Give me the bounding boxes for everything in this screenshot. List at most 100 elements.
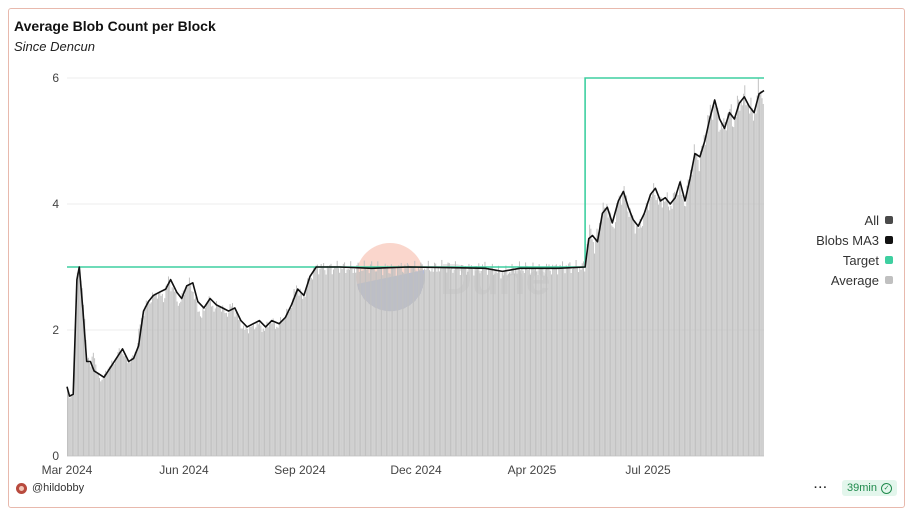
bar-average bbox=[613, 228, 615, 456]
legend-item-average[interactable]: Average bbox=[816, 270, 893, 290]
refresh-badge[interactable]: 39min ✓ bbox=[842, 480, 897, 496]
bar-average bbox=[456, 267, 458, 456]
bar-average bbox=[94, 358, 96, 456]
bar-average bbox=[643, 214, 645, 456]
bar-average bbox=[337, 268, 339, 456]
bar-average bbox=[151, 292, 153, 456]
bar-average bbox=[318, 274, 320, 456]
bar-average bbox=[437, 267, 439, 456]
bar-average bbox=[204, 307, 206, 456]
bar-average bbox=[674, 191, 676, 457]
bar-average bbox=[278, 322, 280, 456]
bar-average bbox=[281, 322, 283, 456]
bar-average bbox=[211, 306, 213, 456]
bar-average bbox=[223, 307, 225, 456]
bar-average bbox=[603, 207, 605, 456]
bar-average bbox=[621, 204, 623, 456]
bar-average bbox=[387, 265, 389, 456]
bar-average bbox=[117, 352, 119, 456]
bar-average bbox=[372, 268, 374, 456]
bar-average bbox=[729, 108, 731, 456]
bar-average bbox=[246, 329, 248, 456]
bar-average bbox=[717, 108, 719, 456]
legend-item-all[interactable]: All bbox=[816, 210, 893, 230]
bar-average bbox=[131, 357, 133, 456]
bar-average bbox=[408, 264, 410, 456]
bar-average bbox=[260, 325, 262, 456]
bar-average bbox=[256, 323, 258, 456]
bar-average bbox=[427, 260, 429, 456]
bar-average bbox=[488, 267, 490, 456]
bar-average bbox=[649, 198, 651, 456]
bar-average bbox=[293, 289, 295, 456]
bar-average bbox=[762, 103, 764, 456]
bar-average bbox=[355, 272, 357, 456]
bar-average bbox=[530, 274, 531, 456]
bar-average bbox=[637, 225, 639, 456]
legend-swatch-average bbox=[885, 276, 893, 284]
more-horizontal-icon[interactable]: ··· bbox=[814, 482, 829, 494]
bar-average bbox=[108, 366, 110, 456]
bar-average bbox=[760, 91, 762, 456]
bar-average bbox=[574, 267, 576, 456]
bar-average bbox=[596, 228, 598, 456]
bar-average bbox=[411, 266, 413, 456]
bar-average bbox=[451, 266, 453, 456]
bar-average bbox=[724, 122, 726, 456]
bar-average bbox=[75, 311, 77, 456]
bar-average bbox=[181, 292, 183, 456]
bar-average bbox=[706, 134, 708, 456]
bar-average bbox=[714, 106, 716, 457]
bar-average bbox=[644, 214, 646, 456]
bar-average bbox=[532, 262, 534, 456]
bar-average bbox=[667, 206, 669, 456]
bar-average bbox=[169, 280, 171, 456]
legend-item-blobs-ma3[interactable]: Blobs MA3 bbox=[816, 230, 893, 250]
bar-average bbox=[185, 288, 187, 456]
bar-average bbox=[541, 268, 543, 456]
bar-average bbox=[310, 278, 312, 456]
bar-average bbox=[756, 95, 758, 457]
bar-average bbox=[670, 205, 672, 456]
bar-average bbox=[201, 317, 203, 456]
bar-average bbox=[699, 150, 701, 456]
bar-average bbox=[417, 266, 419, 456]
bar-average bbox=[608, 211, 610, 456]
bar-average bbox=[611, 225, 613, 456]
bar-average bbox=[442, 268, 444, 456]
bar-average bbox=[287, 309, 289, 456]
bar-average bbox=[369, 264, 371, 456]
bar-average bbox=[379, 267, 381, 456]
bar-average bbox=[592, 242, 594, 456]
bar-average bbox=[68, 391, 70, 456]
bar-average bbox=[622, 191, 624, 456]
bar-average bbox=[475, 266, 477, 456]
bar-average bbox=[679, 187, 681, 456]
bar-average bbox=[123, 356, 125, 456]
bar-average bbox=[257, 324, 259, 456]
bar-average bbox=[743, 93, 745, 456]
bar-average bbox=[654, 195, 656, 456]
bar-average bbox=[675, 198, 677, 456]
bar-average bbox=[433, 262, 435, 456]
bar-average bbox=[303, 293, 305, 456]
bar-average bbox=[484, 261, 486, 456]
author-handle: @hildobby bbox=[32, 482, 85, 494]
bar-average bbox=[143, 316, 145, 456]
bar-average bbox=[207, 302, 209, 456]
bar-average bbox=[579, 266, 581, 456]
bar-average bbox=[627, 211, 629, 456]
bar-average bbox=[307, 278, 309, 456]
bar-average bbox=[99, 377, 100, 456]
bar-average bbox=[352, 272, 354, 456]
bar-average bbox=[142, 314, 144, 456]
legend-item-target[interactable]: Target bbox=[816, 250, 893, 270]
author-link[interactable]: @hildobby bbox=[16, 482, 84, 494]
bar-average bbox=[708, 115, 710, 456]
bar-average bbox=[268, 324, 270, 456]
bar-average bbox=[122, 354, 124, 456]
bar-average bbox=[171, 287, 173, 456]
bar-average bbox=[121, 351, 123, 456]
bar-average bbox=[336, 260, 338, 456]
bar-average bbox=[695, 154, 697, 456]
